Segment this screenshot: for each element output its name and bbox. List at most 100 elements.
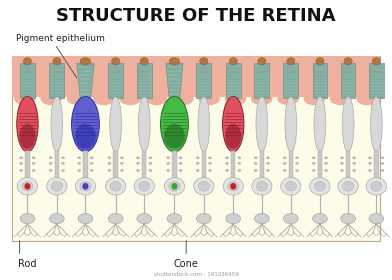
Ellipse shape <box>134 178 154 195</box>
Ellipse shape <box>20 124 35 149</box>
Ellipse shape <box>209 169 212 172</box>
Ellipse shape <box>40 92 62 105</box>
Ellipse shape <box>78 214 93 224</box>
Ellipse shape <box>196 169 199 172</box>
Ellipse shape <box>62 169 65 172</box>
Ellipse shape <box>140 58 148 65</box>
Ellipse shape <box>161 96 188 152</box>
Ellipse shape <box>238 162 241 165</box>
Ellipse shape <box>254 169 257 172</box>
Ellipse shape <box>353 157 356 159</box>
Ellipse shape <box>136 157 140 159</box>
Text: shutterstock.com · 191036459: shutterstock.com · 191036459 <box>154 272 238 277</box>
Ellipse shape <box>353 162 356 165</box>
Ellipse shape <box>17 178 38 195</box>
Ellipse shape <box>343 181 354 191</box>
Ellipse shape <box>108 214 123 224</box>
Ellipse shape <box>196 157 199 159</box>
Ellipse shape <box>277 92 299 105</box>
Ellipse shape <box>167 169 170 172</box>
Ellipse shape <box>138 96 150 152</box>
Ellipse shape <box>167 162 170 165</box>
FancyBboxPatch shape <box>12 56 380 241</box>
Ellipse shape <box>108 169 111 172</box>
Ellipse shape <box>223 178 243 195</box>
Ellipse shape <box>381 169 384 172</box>
Ellipse shape <box>283 169 286 172</box>
Ellipse shape <box>24 183 31 190</box>
Ellipse shape <box>90 169 93 172</box>
Ellipse shape <box>47 178 67 195</box>
Ellipse shape <box>209 157 212 159</box>
Ellipse shape <box>139 181 150 191</box>
Bar <box>254 63 269 98</box>
Ellipse shape <box>62 157 65 159</box>
Bar <box>113 151 118 179</box>
Ellipse shape <box>72 96 99 152</box>
Bar <box>49 63 64 98</box>
Bar <box>54 151 59 179</box>
Ellipse shape <box>325 157 328 159</box>
Ellipse shape <box>381 162 384 165</box>
Ellipse shape <box>93 92 115 105</box>
Bar <box>283 63 298 98</box>
Ellipse shape <box>49 214 64 224</box>
Ellipse shape <box>285 181 296 191</box>
Ellipse shape <box>194 178 214 195</box>
Ellipse shape <box>283 162 286 165</box>
Ellipse shape <box>82 183 89 190</box>
Ellipse shape <box>283 214 298 224</box>
Ellipse shape <box>296 169 299 172</box>
Ellipse shape <box>149 162 152 165</box>
Ellipse shape <box>136 169 140 172</box>
Bar <box>83 151 88 179</box>
Ellipse shape <box>136 162 140 165</box>
Ellipse shape <box>238 169 241 172</box>
Ellipse shape <box>296 162 299 165</box>
Ellipse shape <box>75 178 96 195</box>
Ellipse shape <box>32 157 35 159</box>
Ellipse shape <box>120 169 123 172</box>
Ellipse shape <box>252 178 272 195</box>
Bar <box>201 151 206 179</box>
Ellipse shape <box>200 58 208 65</box>
Ellipse shape <box>314 181 325 191</box>
Ellipse shape <box>312 157 315 159</box>
Ellipse shape <box>149 169 152 172</box>
Bar <box>20 63 35 98</box>
Bar <box>374 151 379 179</box>
Ellipse shape <box>169 181 180 191</box>
Bar <box>12 56 380 97</box>
Bar <box>312 63 327 98</box>
Ellipse shape <box>196 162 199 165</box>
Ellipse shape <box>20 162 23 165</box>
Ellipse shape <box>304 92 325 105</box>
Ellipse shape <box>105 178 126 195</box>
Ellipse shape <box>225 162 229 165</box>
Ellipse shape <box>78 169 81 172</box>
Ellipse shape <box>171 183 178 190</box>
Ellipse shape <box>198 96 210 152</box>
Ellipse shape <box>225 92 246 105</box>
Ellipse shape <box>146 92 167 105</box>
Ellipse shape <box>267 169 270 172</box>
Bar <box>196 63 211 98</box>
Ellipse shape <box>370 96 382 152</box>
Bar <box>341 63 356 98</box>
Ellipse shape <box>167 214 182 224</box>
Ellipse shape <box>283 157 286 159</box>
Bar <box>260 151 264 179</box>
Ellipse shape <box>281 178 301 195</box>
Ellipse shape <box>256 96 268 152</box>
Bar <box>231 151 236 179</box>
Ellipse shape <box>51 96 63 152</box>
Ellipse shape <box>80 58 91 65</box>
Ellipse shape <box>49 162 52 165</box>
Ellipse shape <box>228 181 239 191</box>
Bar <box>25 151 30 179</box>
Ellipse shape <box>267 157 270 159</box>
Text: Rod: Rod <box>18 259 37 269</box>
Ellipse shape <box>356 92 378 105</box>
Ellipse shape <box>296 157 299 159</box>
Ellipse shape <box>229 58 237 65</box>
